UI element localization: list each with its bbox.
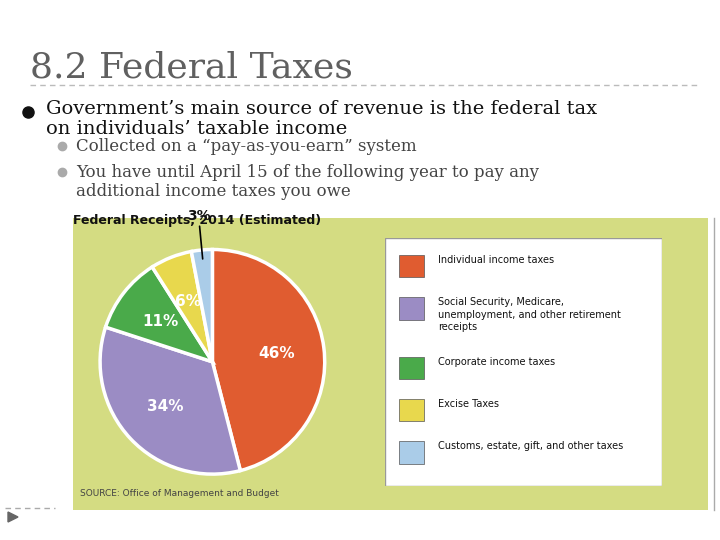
Text: Corporate income taxes: Corporate income taxes — [438, 357, 555, 367]
Wedge shape — [192, 249, 212, 362]
Text: Customs, estate, gift, and other taxes: Customs, estate, gift, and other taxes — [438, 441, 623, 451]
Wedge shape — [106, 267, 212, 362]
Text: Individual income taxes: Individual income taxes — [438, 255, 554, 265]
Text: 11%: 11% — [143, 314, 179, 329]
FancyBboxPatch shape — [385, 238, 662, 486]
Text: Collected on a “pay-as-you-earn” system: Collected on a “pay-as-you-earn” system — [76, 138, 417, 155]
Text: 6%: 6% — [176, 294, 202, 309]
Text: on individuals’ taxable income: on individuals’ taxable income — [46, 120, 347, 138]
Text: Excise Taxes: Excise Taxes — [438, 399, 499, 409]
Text: 34%: 34% — [147, 399, 183, 414]
Text: 8.2 Federal Taxes: 8.2 Federal Taxes — [30, 50, 353, 84]
Polygon shape — [8, 512, 18, 522]
Wedge shape — [212, 249, 325, 470]
Text: 46%: 46% — [258, 346, 295, 361]
Wedge shape — [152, 252, 212, 362]
Text: SOURCE: Office of Management and Budget: SOURCE: Office of Management and Budget — [80, 489, 279, 498]
Text: Government’s main source of revenue is the federal tax: Government’s main source of revenue is t… — [46, 100, 597, 118]
Bar — [399, 357, 424, 379]
Bar — [399, 441, 424, 464]
Bar — [399, 255, 424, 278]
Text: Social Security, Medicare,
unemployment, and other retirement
receipts: Social Security, Medicare, unemployment,… — [438, 297, 621, 332]
Bar — [73, 218, 708, 510]
Text: You have until April 15 of the following year to pay any: You have until April 15 of the following… — [76, 164, 539, 181]
Bar — [399, 297, 424, 320]
Text: Federal Receipts, 2014 (Estimated): Federal Receipts, 2014 (Estimated) — [73, 214, 321, 227]
Text: additional income taxes you owe: additional income taxes you owe — [76, 183, 351, 200]
Text: 3%: 3% — [187, 210, 210, 259]
Wedge shape — [100, 327, 240, 474]
Bar — [399, 399, 424, 421]
